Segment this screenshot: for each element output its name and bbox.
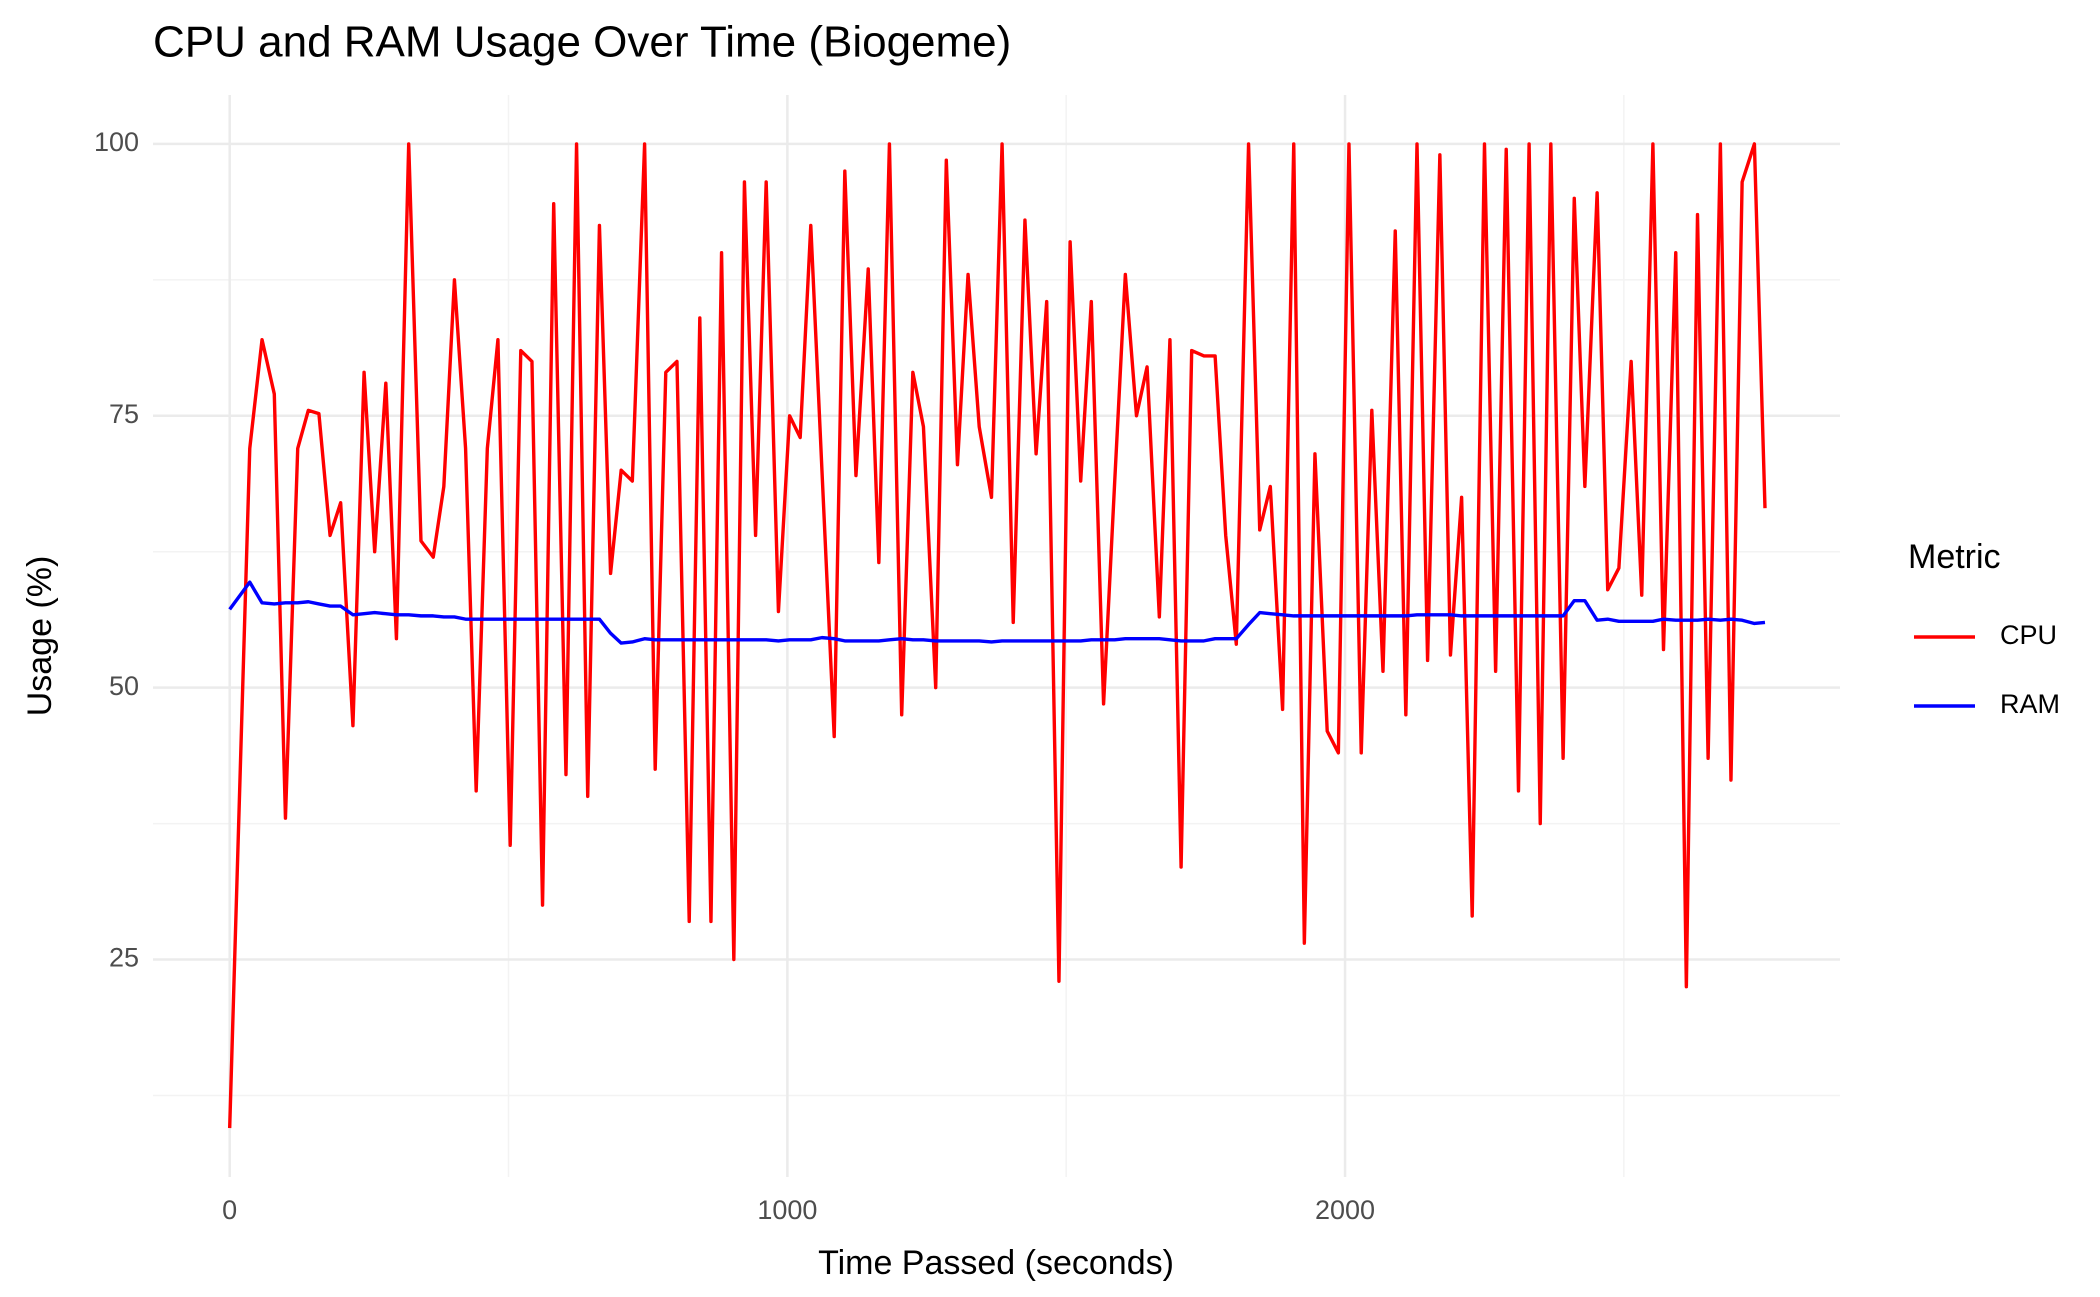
x-tick-label: 2000 (1315, 1195, 1375, 1225)
line-series (228, 580, 1766, 645)
legend-label: CPU (2000, 620, 2057, 650)
chart-title: CPU and RAM Usage Over Time (Biogeme) (153, 18, 1011, 67)
y-tick-label: 50 (109, 671, 139, 701)
x-tick-label: 1000 (757, 1195, 817, 1225)
y-tick-label: 25 (109, 943, 139, 973)
legend-label: RAM (2000, 689, 2060, 719)
legend-title: Metric (1908, 538, 2001, 576)
y-tick-label: 100 (94, 127, 139, 157)
y-axis-title: Usage (%) (21, 556, 59, 717)
line-series (227, 142, 1767, 1129)
x-tick-label: 0 (222, 1195, 237, 1225)
y-tick-label: 75 (109, 399, 139, 429)
x-axis-title: Time Passed (seconds) (818, 1244, 1174, 1282)
